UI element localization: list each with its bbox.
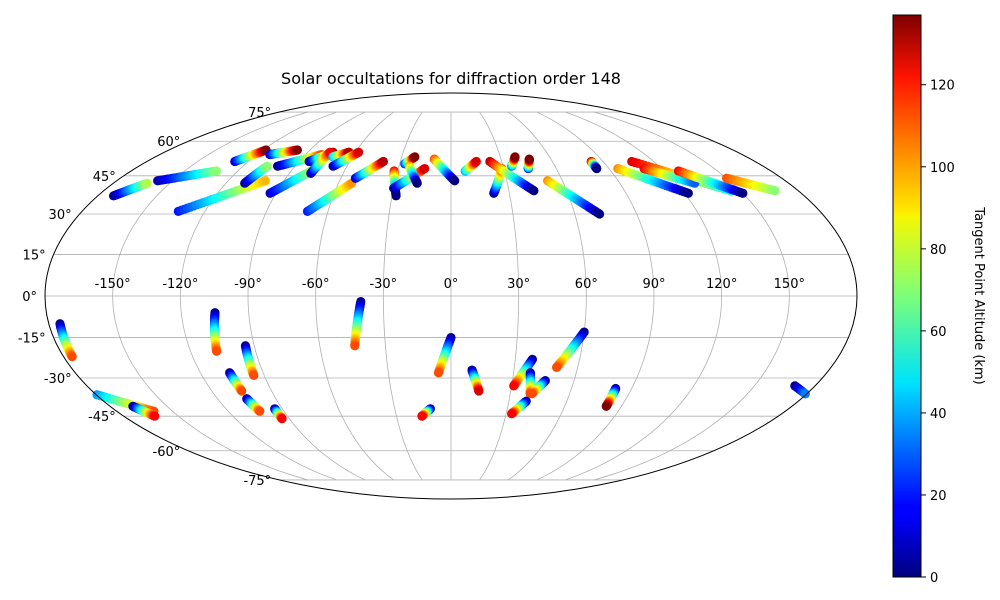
- occultation-point: [738, 188, 748, 198]
- occultation-point: [524, 154, 534, 164]
- colorbar-tick-label: 100: [930, 161, 955, 176]
- occultation-point: [510, 152, 520, 162]
- occultation-points: [55, 145, 810, 424]
- occultation-point: [255, 406, 265, 416]
- meridian-line: [382, 111, 423, 481]
- occultation-point: [509, 381, 519, 391]
- lat-tick-label: 15°: [23, 248, 46, 263]
- occultation-point: [551, 362, 562, 372]
- lat-tick-label: -45°: [88, 410, 116, 425]
- occultation-point: [211, 346, 222, 356]
- tick-labels: -150° -120° -90° -60° -30° 0° 30° 60° 90° 120° 150…: [18, 106, 805, 489]
- occultation-point: [150, 411, 160, 421]
- occultation-point: [262, 161, 272, 171]
- occultation-point: [412, 178, 422, 188]
- lon-tick-label: 90°: [642, 277, 665, 292]
- occultation-point: [529, 186, 539, 196]
- occultation-point: [420, 163, 430, 174]
- meridian-line: [179, 111, 337, 481]
- occultation-point: [211, 166, 222, 176]
- lon-tick-label: 60°: [575, 277, 598, 292]
- colorbar-tick-label: 20: [930, 489, 947, 504]
- colorbar-tick-label: 60: [930, 325, 947, 340]
- lon-tick-label: -150°: [95, 277, 131, 292]
- occultation-point: [237, 386, 247, 396]
- occultation-point: [292, 145, 302, 155]
- occultation-point: [378, 156, 389, 167]
- lon-tick-label: -60°: [302, 277, 330, 292]
- lon-tick-label: -30°: [369, 277, 397, 292]
- occultation-point: [350, 341, 360, 351]
- occultation-point: [260, 176, 270, 186]
- occultation-point: [594, 209, 605, 219]
- occultation-point: [507, 409, 517, 419]
- lon-tick-label: 120°: [706, 277, 737, 292]
- colorbar-tick-label: 40: [930, 407, 947, 422]
- meridian-line: [565, 111, 723, 481]
- chart-title: Solar occultations for diffraction order…: [281, 69, 621, 88]
- occultation-point: [601, 401, 611, 411]
- meridian-line: [594, 111, 790, 481]
- occultation-point: [417, 411, 427, 421]
- colorbar-gradient: [892, 14, 922, 578]
- lon-tick-label: 30°: [507, 277, 530, 292]
- lat-tick-label: 30°: [49, 208, 72, 223]
- map-boundary: [44, 92, 858, 500]
- occultation-point: [527, 389, 537, 399]
- occultation-point: [391, 191, 401, 201]
- occultation-point: [67, 352, 77, 362]
- colorbar-tick-label: 120: [930, 79, 955, 94]
- lat-tick-label: -75°: [243, 474, 271, 489]
- colorbar: 0 20 40 60 80 100 120 Tangent Point Altitude (…: [892, 14, 986, 586]
- occultation-point: [800, 389, 810, 399]
- lat-tick-label: 75°: [248, 106, 271, 121]
- lat-tick-label: -15°: [18, 332, 46, 347]
- occultation-point: [592, 163, 602, 174]
- colorbar-tick-label: 0: [930, 571, 938, 586]
- meridian-line: [536, 111, 655, 481]
- colorbar-ticks: 0 20 40 60 80 100 120: [921, 79, 955, 586]
- occultation-point: [433, 368, 444, 378]
- occultation-point: [471, 156, 481, 167]
- lat-tick-label: 0°: [22, 290, 37, 305]
- graticule: [45, 111, 857, 481]
- lat-tick-label: -30°: [44, 372, 72, 387]
- lon-tick-label: 0°: [444, 277, 459, 292]
- lon-tick-label: -120°: [162, 277, 198, 292]
- meridian-line: [479, 111, 520, 481]
- meridian-line: [315, 111, 394, 481]
- lat-tick-label: -60°: [153, 445, 181, 460]
- lon-tick-label: -90°: [234, 277, 262, 292]
- occultation-point: [474, 386, 484, 396]
- occultation-point: [770, 186, 780, 196]
- occultation-point: [354, 147, 364, 157]
- colorbar-label: Tangent Point Altitude (km): [971, 206, 986, 384]
- meridian-line: [112, 111, 308, 481]
- colorbar-tick-label: 80: [930, 243, 947, 258]
- lat-tick-label: 45°: [93, 170, 116, 185]
- occultation-point: [277, 414, 287, 424]
- occultation-point: [142, 178, 152, 188]
- lon-tick-label: 150°: [774, 277, 805, 292]
- occultation-point: [410, 152, 420, 162]
- meridian-line: [508, 111, 587, 481]
- occultation-point: [450, 176, 460, 186]
- occultation-point: [249, 370, 259, 380]
- occultation-point: [683, 188, 693, 198]
- lat-tick-label: 60°: [157, 135, 180, 150]
